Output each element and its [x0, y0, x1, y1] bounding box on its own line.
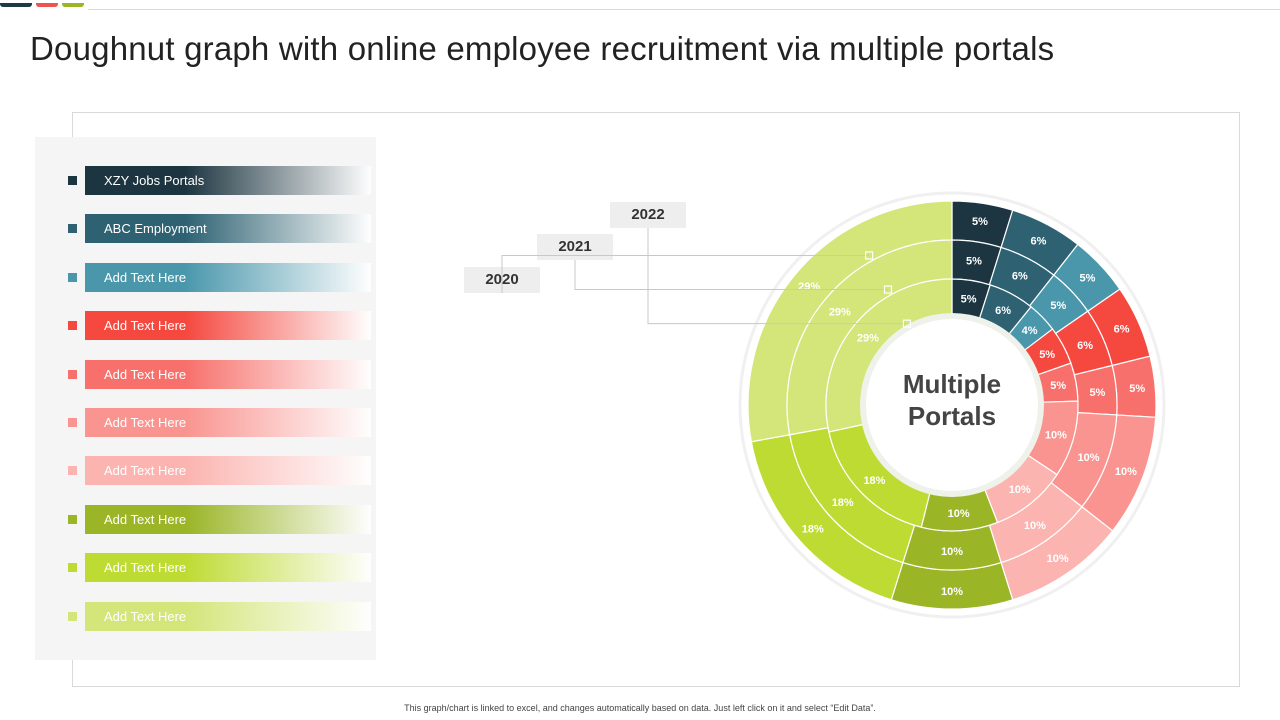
legend-item: Add Text Here [35, 262, 376, 293]
data-label: 10% [948, 508, 970, 520]
data-label: 10% [1077, 452, 1099, 464]
legend-bar [85, 553, 371, 583]
legend-item: ABC Employment [35, 214, 376, 244]
connector-line [574, 260, 889, 291]
legend-bar [85, 359, 371, 389]
legend-label: Add Text Here [104, 511, 187, 527]
legend-swatch [68, 176, 77, 185]
data-label: 5% [961, 293, 977, 305]
legend-label: Add Text Here [104, 366, 187, 382]
data-label: 5% [1039, 349, 1055, 361]
legend-swatch [68, 224, 77, 234]
connector-marker [883, 285, 893, 294]
legend-label: Add Text Here [104, 415, 187, 430]
center-disc [866, 319, 1038, 491]
footer-note: This graph/chart is linked to excel, and… [404, 703, 876, 713]
legend-item: Add Text Here [35, 359, 376, 390]
connector-line [647, 228, 907, 325]
accent-bar-dark [0, 3, 32, 7]
center-label: Multiple [903, 369, 1001, 399]
legend-swatch [68, 466, 77, 476]
data-label: 18% [802, 523, 824, 535]
top-rule [88, 9, 1280, 10]
data-label: 6% [1030, 235, 1046, 247]
connector-marker [902, 319, 912, 328]
data-label: 29% [798, 281, 820, 293]
data-label: 6% [995, 305, 1011, 317]
data-label: 10% [1024, 520, 1046, 532]
legend-item: XZY Jobs Portals [35, 166, 376, 196]
accent-bar-red [36, 3, 58, 7]
legend-swatch [68, 514, 77, 524]
connector-line [501, 254, 870, 293]
data-label: 5% [1089, 387, 1105, 399]
data-label: 4% [1022, 325, 1038, 337]
legend-bar [85, 504, 371, 534]
connector-marker [864, 251, 874, 260]
data-label: 10% [1045, 430, 1067, 442]
accent-bar-green [62, 3, 84, 7]
legend-label: XZY Jobs Portals [104, 173, 205, 188]
year-tag-2022: 2022 [610, 202, 686, 228]
legend-item: Add Text Here [35, 311, 376, 341]
data-label: 6% [1114, 324, 1130, 336]
legend-swatch [68, 321, 77, 331]
legend-bar [85, 311, 371, 341]
data-label: 29% [857, 332, 879, 344]
legend-label: Add Text Here [104, 463, 187, 479]
legend-label: Add Text Here [104, 269, 187, 285]
data-label: 18% [832, 497, 854, 509]
data-label: 10% [1115, 466, 1137, 478]
legend-item: Add Text Here [35, 601, 376, 632]
data-label: 10% [941, 586, 963, 598]
data-label: 10% [1047, 553, 1069, 565]
legend-swatch [68, 369, 77, 379]
data-label: 5% [1050, 300, 1066, 312]
data-label: 5% [972, 216, 988, 228]
center-label: Portals [908, 401, 996, 431]
legend-swatch [68, 563, 77, 573]
page-title: Doughnut graph with online employee recr… [30, 30, 1055, 67]
data-label: 6% [1012, 271, 1028, 283]
legend-item: Add Text Here [35, 408, 376, 438]
legend-item: Add Text Here [35, 553, 376, 583]
data-label: 10% [941, 546, 963, 558]
data-label: 5% [1050, 380, 1066, 392]
legend-bar [85, 601, 371, 631]
legend-bar [85, 166, 371, 195]
data-label: 5% [1129, 383, 1145, 395]
data-label: 5% [966, 256, 982, 268]
legend-swatch [68, 611, 77, 621]
data-label: 18% [863, 475, 885, 487]
legend-swatch [68, 418, 77, 427]
data-label: 6% [1077, 340, 1093, 352]
data-label: 29% [829, 307, 851, 319]
legend-item: Add Text Here [35, 504, 376, 535]
outer-halo [738, 191, 1166, 619]
data-label: 5% [1079, 273, 1095, 285]
legend-bar [85, 214, 371, 244]
data-label: 10% [1009, 484, 1031, 496]
legend-label: Add Text Here [104, 560, 187, 576]
legend-label: Add Text Here [104, 318, 187, 334]
legend-item: Add Text Here [35, 456, 376, 486]
legend-bar [85, 456, 371, 486]
legend-label: Add Text Here [104, 608, 187, 624]
legend-bar [85, 262, 371, 292]
legend-bar [85, 408, 371, 437]
legend-swatch [68, 272, 77, 282]
legend-label: ABC Employment [104, 221, 207, 237]
